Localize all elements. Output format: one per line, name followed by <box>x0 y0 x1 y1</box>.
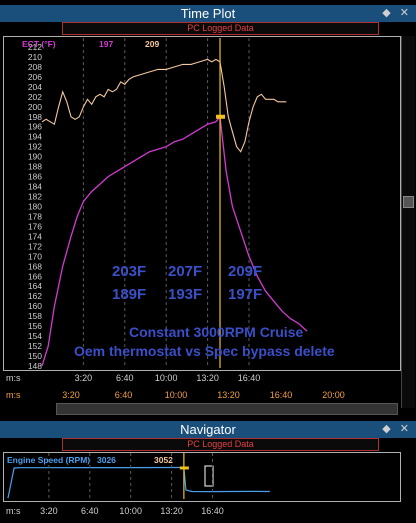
x-tick-top-10-00: 10:00 <box>155 373 178 383</box>
annotation-line1: Constant 3000RPM Cruise <box>129 324 303 340</box>
y-tick-178: 178 <box>28 211 42 221</box>
navigator-view-window <box>204 465 214 487</box>
annotation-207f: 207F <box>168 263 202 280</box>
x-tick-bottom-16-40: 16:40 <box>270 390 293 400</box>
y-tick-172: 172 <box>28 241 42 251</box>
annotation-189f: 189F <box>112 286 146 303</box>
legend-value-b: 209 <box>145 39 159 49</box>
nav-x-tick-10-00: 10:00 <box>119 506 142 516</box>
nav-x-tick-16-40: 16:40 <box>201 506 224 516</box>
y-tick-188: 188 <box>28 162 42 172</box>
nav-legend-value-b: 3052 <box>154 455 173 465</box>
y-tick-208: 208 <box>28 62 42 72</box>
x-tick-bottom-10-00: 10:00 <box>165 390 188 400</box>
nav-x-tick-6-40: 6:40 <box>81 506 99 516</box>
x-tick-top-13-20: 13:20 <box>196 373 219 383</box>
vertical-scroll-thumb[interactable] <box>403 196 414 208</box>
y-tick-166: 166 <box>28 271 42 281</box>
y-tick-212: 212 <box>28 42 42 52</box>
x-tick-top-6-40: 6:40 <box>116 373 134 383</box>
navigator-x-axis-ticks: 3:20 6:40 10:00 13:20 16:40 <box>40 453 224 516</box>
y-tick-154: 154 <box>28 331 42 341</box>
cursor-marker <box>216 114 226 119</box>
y-tick-182: 182 <box>28 192 42 202</box>
legend-label: ECT (°F) <box>22 39 56 49</box>
y-tick-162: 162 <box>28 291 42 301</box>
y-tick-156: 156 <box>28 321 42 331</box>
axis-label-top: m:s <box>6 373 21 383</box>
y-tick-202: 202 <box>28 92 42 102</box>
x-tick-bottom-20-00: 20:00 <box>322 390 345 400</box>
y-tick-174: 174 <box>28 231 42 241</box>
annotation-197f: 197F <box>228 286 262 303</box>
y-tick-198: 198 <box>28 112 42 122</box>
x-tick-top-3-20: 3:20 <box>75 373 93 383</box>
annotation-line2: Oem thermostat vs Spec bypass delete <box>74 343 335 359</box>
time-plot-title: Time Plot <box>180 6 236 21</box>
y-tick-170: 170 <box>28 251 42 261</box>
y-tick-206: 206 <box>28 72 42 82</box>
navigator-logged-banner-label: PC Logged Data <box>187 439 254 449</box>
y-tick-190: 190 <box>28 152 42 162</box>
y-axis-ticks: 1481501521541561581601621641661681701721… <box>28 42 42 371</box>
y-tick-152: 152 <box>28 341 42 351</box>
ect-comparison-series-line <box>41 58 287 153</box>
engine-speed-series-line <box>7 466 270 499</box>
navigator-title: Navigator <box>180 422 236 437</box>
time-plot-horizontal-scrollbar[interactable] <box>56 403 398 415</box>
y-tick-194: 194 <box>28 132 42 142</box>
y-tick-176: 176 <box>28 221 42 231</box>
x-tick-top-16-40: 16:40 <box>238 373 261 383</box>
y-tick-192: 192 <box>28 142 42 152</box>
ect-series-line <box>41 115 308 367</box>
x-axis-ticks-bottom: 3:20 6:40 10:00 13:20 16:40 20:00 <box>62 390 345 400</box>
y-tick-160: 160 <box>28 301 42 311</box>
y-tick-164: 164 <box>28 281 42 291</box>
annotation-209f: 209F <box>228 263 262 280</box>
y-tick-150: 150 <box>28 351 42 361</box>
navigator-window-icons[interactable]: ◆ ✕ <box>382 423 412 435</box>
time-plot-window-icons[interactable]: ◆ ✕ <box>382 7 412 19</box>
time-plot-vertical-scrollbar[interactable] <box>401 36 415 408</box>
y-tick-184: 184 <box>28 182 42 192</box>
time-plot-logged-banner-label: PC Logged Data <box>187 23 254 33</box>
x-tick-bottom-3-20: 3:20 <box>62 390 80 400</box>
time-plot-logged-banner: PC Logged Data <box>62 22 379 35</box>
time-plot-title-bar[interactable]: Time Plot ◆ ✕ <box>0 5 416 22</box>
y-tick-186: 186 <box>28 172 42 182</box>
nav-x-tick-3-20: 3:20 <box>40 506 58 516</box>
nav-x-tick-13-20: 13:20 <box>160 506 183 516</box>
annotation-203f: 203F <box>112 263 146 280</box>
navigator-title-bar[interactable]: Navigator ◆ ✕ <box>0 421 416 438</box>
x-grid-lines <box>82 38 250 368</box>
navigator-plot-area[interactable] <box>3 452 401 502</box>
legend-value-a: 197 <box>99 39 113 49</box>
x-tick-bottom-6-40: 6:40 <box>115 390 133 400</box>
y-tick-168: 168 <box>28 261 42 271</box>
navigator-logged-banner: PC Logged Data <box>62 438 379 451</box>
navigator-cursor-marker <box>179 466 189 470</box>
y-tick-148: 148 <box>28 361 42 371</box>
x-axis-ticks-top: 3:20 6:40 10:00 13:20 16:40 <box>75 373 261 383</box>
y-tick-200: 200 <box>28 102 42 112</box>
y-tick-196: 196 <box>28 122 42 132</box>
navigator-axis-label: m:s <box>6 506 21 516</box>
x-tick-bottom-13-20: 13:20 <box>217 390 240 400</box>
y-tick-180: 180 <box>28 201 42 211</box>
y-tick-204: 204 <box>28 82 42 92</box>
axis-label-bottom: m:s <box>6 390 21 400</box>
annotation-193f: 193F <box>168 286 202 303</box>
y-tick-210: 210 <box>28 52 42 62</box>
time-plot-area[interactable] <box>3 36 401 371</box>
nav-legend-value-a: 3026 <box>97 455 116 465</box>
y-tick-158: 158 <box>28 311 42 321</box>
